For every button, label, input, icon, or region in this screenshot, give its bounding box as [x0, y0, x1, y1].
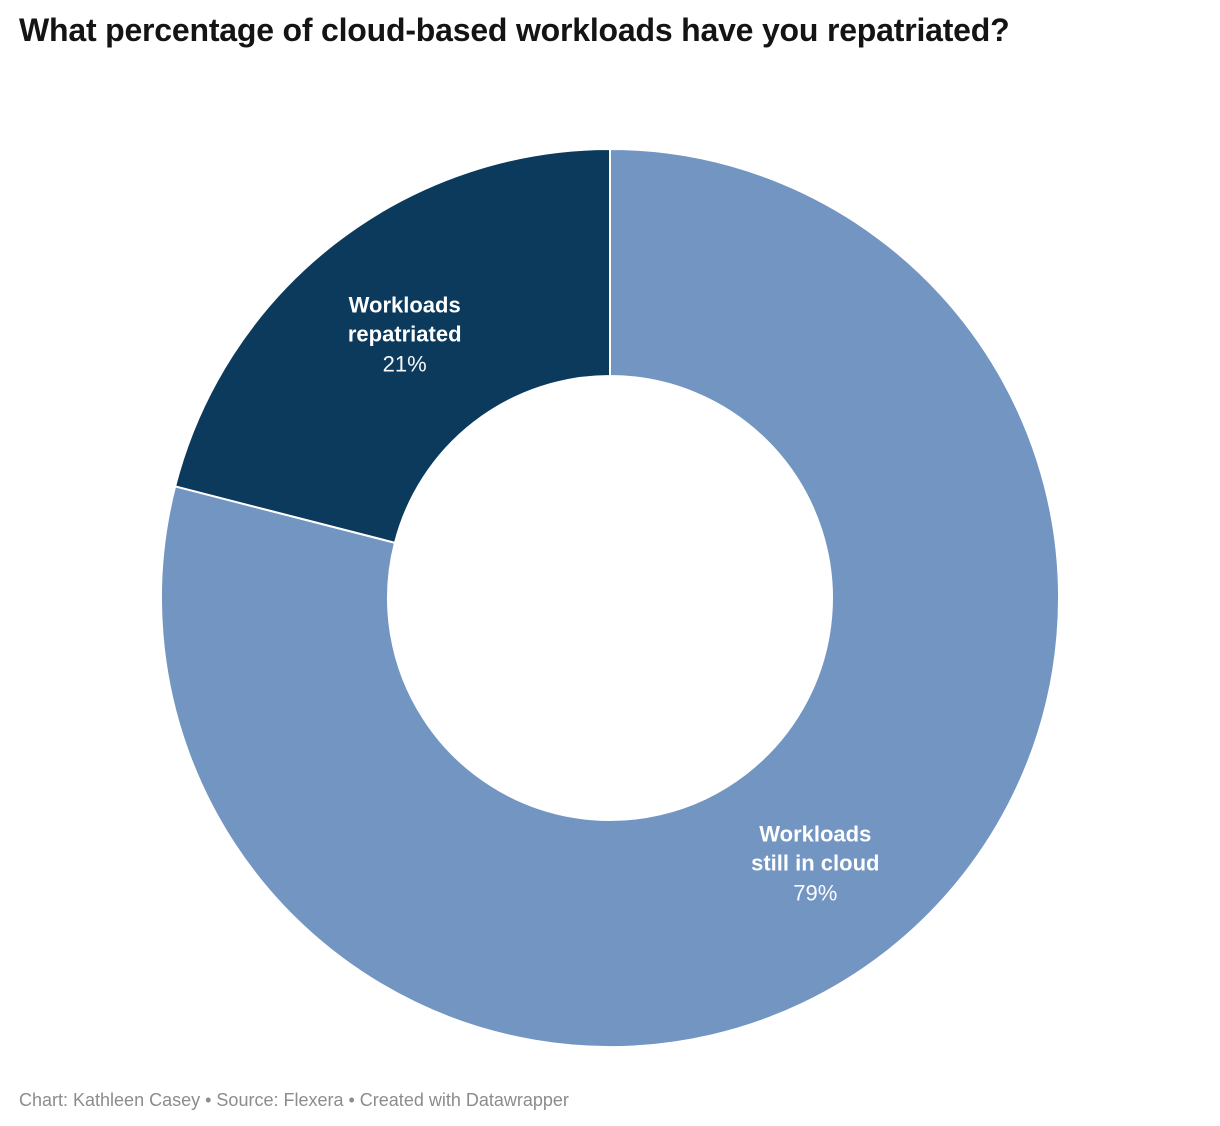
- slice-label-workloads-repatriated: Workloads repatriated 21%: [348, 292, 462, 376]
- chart-title: What percentage of cloud-based workloads…: [19, 12, 1010, 48]
- slice-workloads-repatriated[interactable]: [174, 148, 611, 544]
- chart-footer: Chart: Kathleen Casey • Source: Flexera • Cr…: [19, 1088, 569, 1113]
- chart-credit: Chart: Kathleen Casey: [19, 1090, 201, 1110]
- tool-credit: Created with Datawrapper: [359, 1090, 569, 1110]
- slice-workloads-still-in-cloud[interactable]: [160, 148, 1060, 1048]
- footer-separator: •: [348, 1090, 355, 1110]
- donut-slice-labels: Workloads still in cloud 79% Workloads repat…: [348, 292, 880, 905]
- slice-label-workloads-still-in-cloud: Workloads still in cloud 79%: [751, 822, 879, 906]
- source-credit: Source: Flexera: [216, 1090, 344, 1110]
- donut-slices: [160, 148, 1060, 1048]
- footer-separator: •: [205, 1090, 212, 1110]
